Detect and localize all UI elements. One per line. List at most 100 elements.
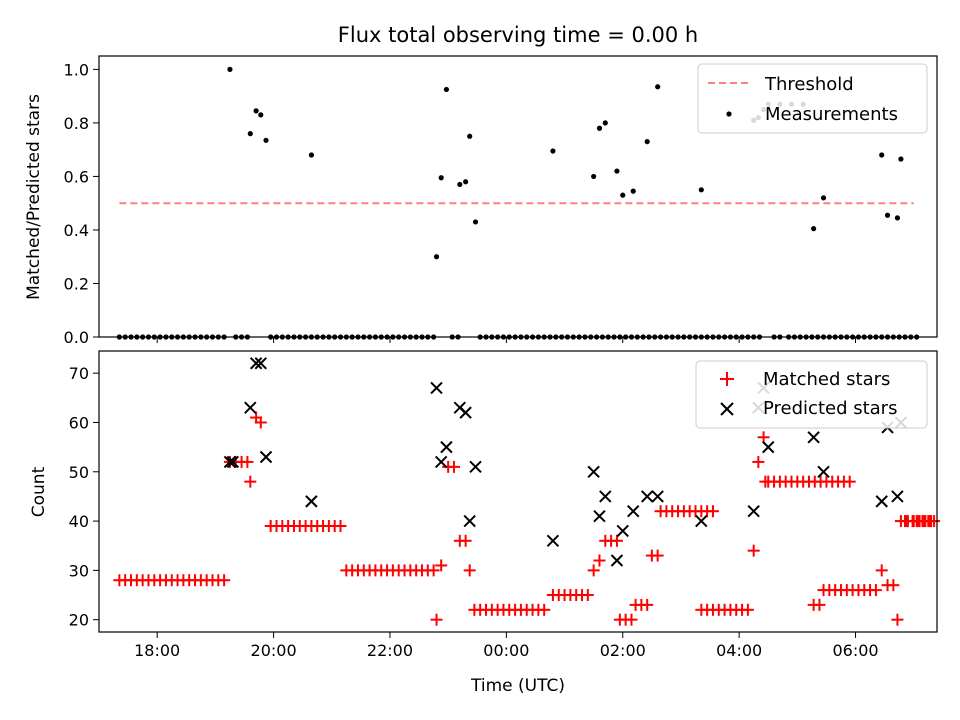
top-y-tick-label: 0.2 <box>64 274 89 293</box>
matched-star-point <box>218 574 231 587</box>
measurement-point <box>655 84 661 90</box>
predicted-x-b <box>254 357 267 370</box>
matched-star-point <box>459 534 472 547</box>
predicted-x-b <box>762 440 775 454</box>
top-panel: 0.0 0.2 0.4 0.6 0.8 1.0 Matched/Predicted sta… <box>24 55 938 347</box>
matched-star-point <box>427 564 440 577</box>
predicted-star-point <box>891 490 904 503</box>
bottom-plot-frame <box>98 350 938 633</box>
measurement-point <box>884 212 891 218</box>
measurement-point <box>614 168 620 174</box>
predicted-x-b <box>875 495 888 508</box>
predicted-x-b <box>259 450 273 464</box>
predicted-star-point <box>430 381 443 395</box>
matched-star-point <box>581 589 594 602</box>
predicted-star-point <box>305 495 318 508</box>
top-y-tick-label: 0.0 <box>64 328 89 347</box>
x-tick-label: 06:00 <box>832 641 878 660</box>
measurement-point <box>644 139 650 145</box>
matched-star-point <box>254 416 267 429</box>
matched-star-point <box>741 603 754 616</box>
matched-star-point <box>641 598 654 611</box>
bottom-y-tick-label: 60 <box>69 413 89 432</box>
bottom-y-tick-label: 20 <box>69 611 89 630</box>
predicted-x-b <box>599 490 612 503</box>
matched-star-point <box>752 455 765 468</box>
matched-star-point <box>625 613 638 626</box>
legend-measurements-label: Measurements <box>765 104 898 125</box>
measurement-point <box>620 192 626 198</box>
predicted-star-point <box>762 440 775 454</box>
matched-star-point <box>891 613 904 626</box>
predicted-star-point <box>226 455 240 469</box>
bottom-x-axis: 18:00 20:00 22:00 00:00 02:00 04:00 06:00 <box>134 632 879 660</box>
predicted-x-b <box>430 381 443 395</box>
predicted-star-point <box>587 465 600 478</box>
measurement-point <box>898 156 904 162</box>
legend-measurements-swatch <box>726 111 732 117</box>
predicted-x-b <box>244 401 257 414</box>
matched-star-point <box>538 603 551 616</box>
bottom-legend: Matched stars Predicted stars <box>695 360 928 429</box>
top-y-tick-label: 0.4 <box>64 221 89 240</box>
predicted-x-b <box>891 490 904 503</box>
matched-star-point <box>928 515 941 528</box>
predicted-x-b <box>747 505 760 518</box>
x-axis-label: Time (UTC) <box>470 676 565 696</box>
predicted-star-point <box>807 431 820 444</box>
predicted-x-b <box>434 455 448 469</box>
predicted-x-b <box>593 509 606 523</box>
predicted-x-b <box>616 524 629 538</box>
matched-star-point <box>593 554 606 567</box>
bottom-y-tick-label: 40 <box>69 512 89 531</box>
top-y-axis: 0.0 0.2 0.4 0.6 0.8 1.0 <box>64 60 99 347</box>
measurement-point <box>698 187 704 193</box>
bottom-y-tick-label: 50 <box>69 463 89 482</box>
measurement-point <box>811 226 817 232</box>
predicted-x-b <box>640 490 654 503</box>
measurement-point <box>258 112 264 118</box>
matched-star-point <box>869 584 882 597</box>
bottom-y-axis-label: Count <box>29 466 49 517</box>
predicted-star-point <box>244 401 257 414</box>
predicted-star-point <box>651 490 664 503</box>
matched-star-point <box>898 515 911 528</box>
measurement-point <box>247 131 253 137</box>
matched-star-point <box>334 520 347 533</box>
predicted-star-point <box>599 490 612 503</box>
bottom-legend-box <box>695 360 928 429</box>
measurement-point <box>253 108 259 114</box>
measurement-point <box>227 66 233 72</box>
matched-star-point <box>610 534 623 547</box>
predicted-x-b <box>610 554 624 567</box>
top-y-tick-label: 0.8 <box>64 114 89 133</box>
predicted-star-point <box>434 455 448 469</box>
x-tick-label: 04:00 <box>716 641 762 660</box>
top-legend-box <box>697 63 928 134</box>
predicted-star-point <box>223 455 237 469</box>
matched-star-point <box>435 559 448 572</box>
matched-star-point <box>430 613 443 626</box>
matched-star-point <box>241 455 254 468</box>
predicted-star-point <box>875 495 888 508</box>
x-tick-label: 18:00 <box>134 641 180 660</box>
matched-star-point <box>813 598 826 611</box>
predicted-star-point <box>627 505 640 518</box>
predicted-x-b <box>817 465 830 478</box>
top-plot-frame <box>98 55 938 338</box>
predicted-star-point <box>249 357 263 370</box>
measurement-point <box>894 215 901 221</box>
predicted-star-point <box>546 534 560 548</box>
predicted-x-b <box>305 495 318 508</box>
predicted-star-point <box>640 490 654 503</box>
chart-title: Flux total observing time = 0.00 h <box>338 23 698 47</box>
measurement-point <box>467 133 473 139</box>
x-tick-label: 00:00 <box>483 641 529 660</box>
predicted-x-b <box>459 406 472 419</box>
predicted-star-point <box>469 460 482 474</box>
legend-matched-swatch <box>720 372 734 386</box>
top-y-axis-label: Matched/Predicted stars <box>24 94 44 300</box>
predicted-x-b <box>249 357 263 370</box>
x-tick-label: 02:00 <box>600 641 646 660</box>
matched-star-point <box>463 564 476 577</box>
